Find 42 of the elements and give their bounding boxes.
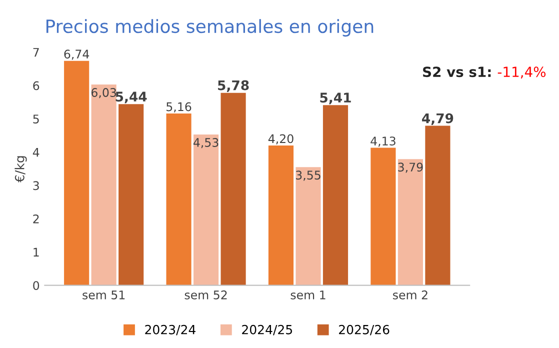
y-tick-label: 5 (33, 114, 39, 124)
data-label: 4,79 (422, 113, 454, 125)
data-label: 5,78 (218, 80, 249, 92)
y-axis-title: €/kg (14, 156, 27, 182)
x-tick-label: sem 2 (393, 290, 428, 300)
data-label: 5,16 (166, 102, 192, 112)
y-tick-label: 0 (33, 281, 40, 290)
bar (193, 134, 219, 286)
data-label: 3,55 (296, 170, 320, 181)
y-tick-label: 4 (32, 148, 40, 157)
legend-label: 2024/25 (242, 324, 292, 336)
data-label: 6,03 (92, 88, 116, 98)
data-label: 6,74 (64, 50, 90, 60)
bar (64, 60, 90, 286)
data-label: 5,41 (320, 92, 351, 104)
bar (370, 148, 396, 286)
y-tick-label: 7 (33, 48, 39, 57)
bar (322, 105, 348, 286)
x-tick-label: sem 51 (82, 290, 125, 300)
y-tick-label: 1 (34, 248, 39, 257)
y-tick-label: 6 (33, 81, 40, 90)
bar (268, 145, 294, 286)
data-label: 4,13 (370, 136, 396, 147)
chart-title: Precios medios semanales en origen (46, 19, 374, 37)
bar (91, 84, 116, 286)
x-tick-label: sem 1 (290, 290, 326, 300)
bar (425, 126, 450, 286)
bar (166, 113, 192, 286)
bar (296, 167, 321, 286)
bar (220, 92, 246, 286)
y-tick-label: 3 (33, 181, 39, 190)
data-label: 3,79 (398, 162, 423, 173)
legend-label: 2023/24 (145, 324, 196, 336)
bar (118, 104, 144, 286)
data-label: 4,20 (268, 134, 294, 144)
y-tick-label: 2 (33, 214, 39, 224)
data-label: 4,53 (193, 138, 218, 148)
legend-label: 2025/26 (339, 324, 390, 336)
data-label: 5,44 (116, 92, 147, 104)
annotation: S2 vs s1: -11,4% (423, 66, 546, 79)
x-tick-label: sem 52 (184, 290, 227, 300)
bar (398, 159, 423, 286)
